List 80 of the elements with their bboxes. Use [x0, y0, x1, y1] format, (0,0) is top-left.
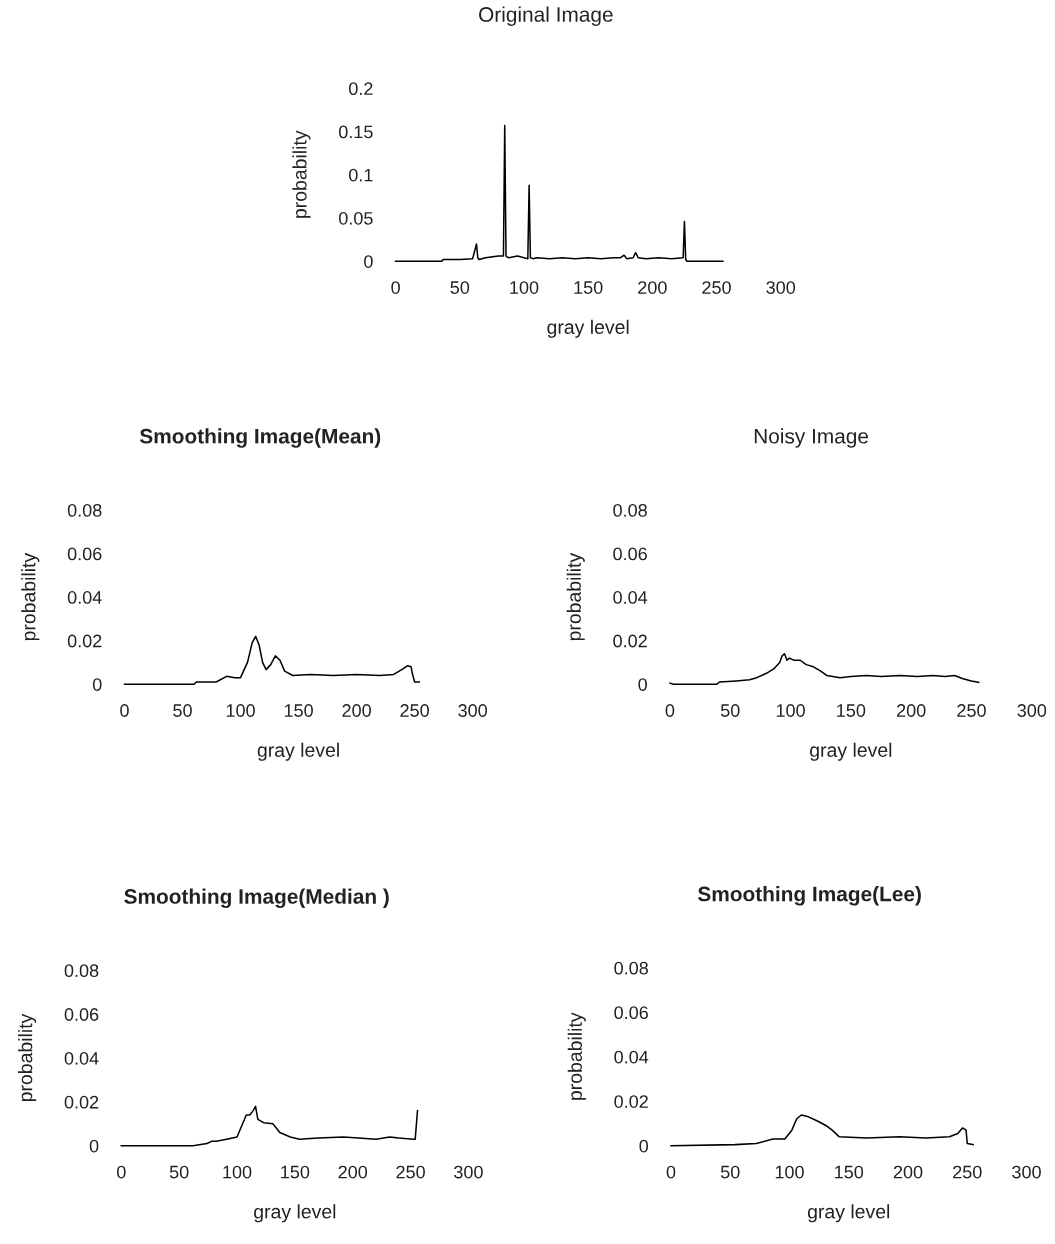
x-tick-label: 50 — [169, 1165, 189, 1179]
x-tick-label: 50 — [450, 281, 470, 294]
x-tick-label: 300 — [766, 281, 796, 294]
x-tick-label: 150 — [837, 704, 866, 717]
line-series — [120, 1105, 419, 1147]
x-tick-label: 150 — [281, 1165, 310, 1179]
x-tick-label: 50 — [720, 704, 740, 717]
y-tick-label: 0.02 — [67, 634, 102, 648]
y-tick-label: 0 — [638, 678, 647, 691]
y-tick-label: 0.04 — [67, 591, 102, 604]
y-tick-label: 0.08 — [64, 964, 99, 978]
x-tick-label: 200 — [338, 1165, 368, 1179]
x-tick-label: 0 — [391, 281, 400, 294]
x-tick-label: 150 — [284, 704, 313, 717]
chart-title: Smoothing Image(Mean) — [139, 428, 381, 448]
x-tick-label: 250 — [400, 704, 429, 717]
chart-title: Smoothing Image(Median ) — [124, 888, 389, 909]
x-tick-label: 100 — [226, 704, 255, 717]
y-tick-label: 0.08 — [614, 961, 648, 975]
x-axis-title: gray level — [254, 1204, 336, 1223]
x-tick-label: 300 — [454, 1165, 483, 1179]
x-tick-label: 100 — [775, 1165, 804, 1179]
y-tick-label: 0 — [89, 1139, 99, 1153]
x-tick-label: 200 — [638, 281, 667, 294]
line-series — [669, 652, 980, 685]
y-axis-title: probability — [567, 1012, 586, 1100]
y-tick-label: 0.1 — [349, 168, 373, 182]
x-tick-label: 0 — [666, 1165, 676, 1179]
y-tick-label: 0.06 — [613, 547, 647, 561]
y-axis-title: probability — [292, 130, 311, 218]
y-tick-label: 0 — [364, 255, 373, 268]
y-tick-label: 0 — [92, 678, 102, 691]
x-tick-label: 0 — [117, 1165, 126, 1179]
x-tick-label: 250 — [953, 1165, 982, 1179]
x-axis-title: gray level — [810, 742, 892, 761]
y-tick-label: 0.08 — [67, 503, 102, 517]
y-tick-label: 0.15 — [338, 125, 373, 139]
y-tick-label: 0.06 — [67, 547, 102, 561]
x-tick-label: 250 — [957, 704, 986, 717]
y-tick-label: 0.06 — [614, 1006, 648, 1020]
y-tick-label: 0.04 — [613, 591, 648, 604]
x-tick-label: 0 — [120, 704, 129, 717]
x-axis-title: gray level — [547, 319, 629, 338]
y-tick-label: 0.05 — [338, 211, 373, 225]
y-tick-label: 0 — [639, 1139, 649, 1153]
y-tick-label: 0.02 — [64, 1095, 99, 1109]
x-tick-label: 200 — [893, 1165, 923, 1179]
x-tick-label: 150 — [574, 281, 603, 294]
x-tick-label: 150 — [835, 1165, 864, 1179]
x-tick-label: 250 — [396, 1165, 425, 1179]
chart-title: Original Image — [479, 6, 613, 26]
x-tick-label: 100 — [223, 1165, 252, 1179]
x-tick-label: 200 — [897, 704, 926, 717]
x-tick-label: 0 — [665, 704, 675, 717]
y-tick-label: 0.2 — [349, 82, 373, 96]
y-axis-title: probability — [566, 552, 585, 641]
y-tick-label: 0.04 — [614, 1050, 649, 1064]
y-axis-title: probability — [18, 1013, 37, 1102]
y-tick-label: 0.02 — [613, 634, 647, 648]
y-tick-label: 0.02 — [614, 1095, 648, 1108]
x-tick-label: 50 — [173, 704, 192, 717]
chart-title: Smoothing Image(Lee) — [697, 886, 921, 906]
line-series — [670, 1114, 974, 1147]
x-axis-title: gray level — [807, 1204, 890, 1223]
x-tick-label: 100 — [510, 281, 539, 294]
y-axis-title: probability — [21, 552, 40, 641]
x-tick-label: 300 — [1017, 704, 1047, 717]
chart-title: Noisy Image — [754, 428, 869, 448]
line-series — [123, 635, 421, 685]
x-tick-label: 200 — [342, 704, 371, 717]
line-series — [394, 124, 724, 263]
x-tick-label: 250 — [702, 281, 731, 294]
x-tick-label: 50 — [720, 1165, 740, 1179]
y-tick-label: 0.04 — [64, 1051, 99, 1065]
x-tick-label: 300 — [1012, 1165, 1041, 1179]
x-axis-title: gray level — [257, 742, 339, 761]
x-tick-label: 100 — [776, 704, 805, 717]
y-tick-label: 0.06 — [64, 1008, 99, 1021]
y-tick-label: 0.08 — [613, 503, 647, 517]
x-tick-label: 300 — [458, 704, 487, 717]
